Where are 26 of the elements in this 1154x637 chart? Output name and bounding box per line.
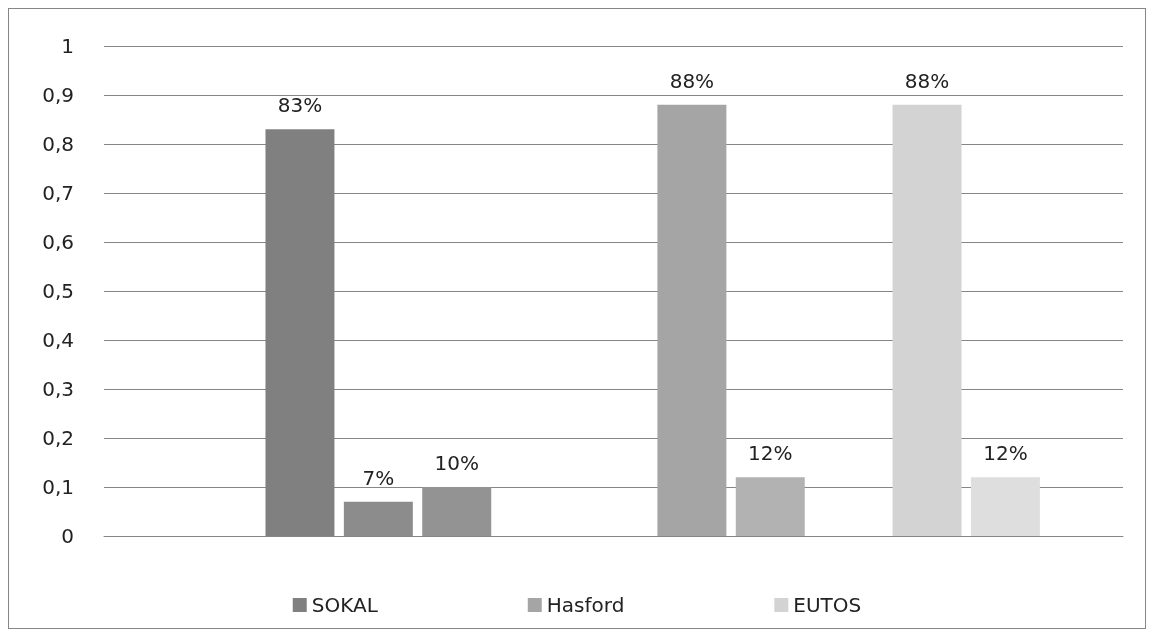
y-tick-label: 0,1 xyxy=(42,475,74,499)
bar xyxy=(657,104,727,536)
y-tick-label: 1 xyxy=(61,34,74,58)
bar xyxy=(422,487,492,536)
bar xyxy=(892,104,962,536)
data-label: 83% xyxy=(277,93,323,118)
y-tick-label: 0,7 xyxy=(42,181,74,205)
y-tick-label: 0,5 xyxy=(42,279,74,303)
y-tick-label: 0,3 xyxy=(42,377,74,401)
y-tick-label: 0,6 xyxy=(42,230,74,254)
data-label: 12% xyxy=(983,441,1028,466)
y-tick-label: 0,9 xyxy=(42,83,74,107)
legend-label: Hasford xyxy=(546,593,625,617)
y-tick-label: 0,2 xyxy=(42,426,74,450)
data-label: 88% xyxy=(904,68,950,93)
legend-label: EUTOS xyxy=(793,593,862,617)
data-label: 10% xyxy=(434,451,479,475)
y-tick-label: 0 xyxy=(61,524,74,548)
data-label: 12% xyxy=(748,441,793,466)
data-label: 7% xyxy=(362,465,395,490)
y-tick-label: 0,4 xyxy=(42,328,74,352)
bar xyxy=(735,477,805,536)
data-label: 88% xyxy=(669,68,715,93)
y-tick-label: 0,8 xyxy=(42,132,74,156)
bar xyxy=(970,477,1040,536)
legend-label: SOKAL xyxy=(311,593,379,617)
